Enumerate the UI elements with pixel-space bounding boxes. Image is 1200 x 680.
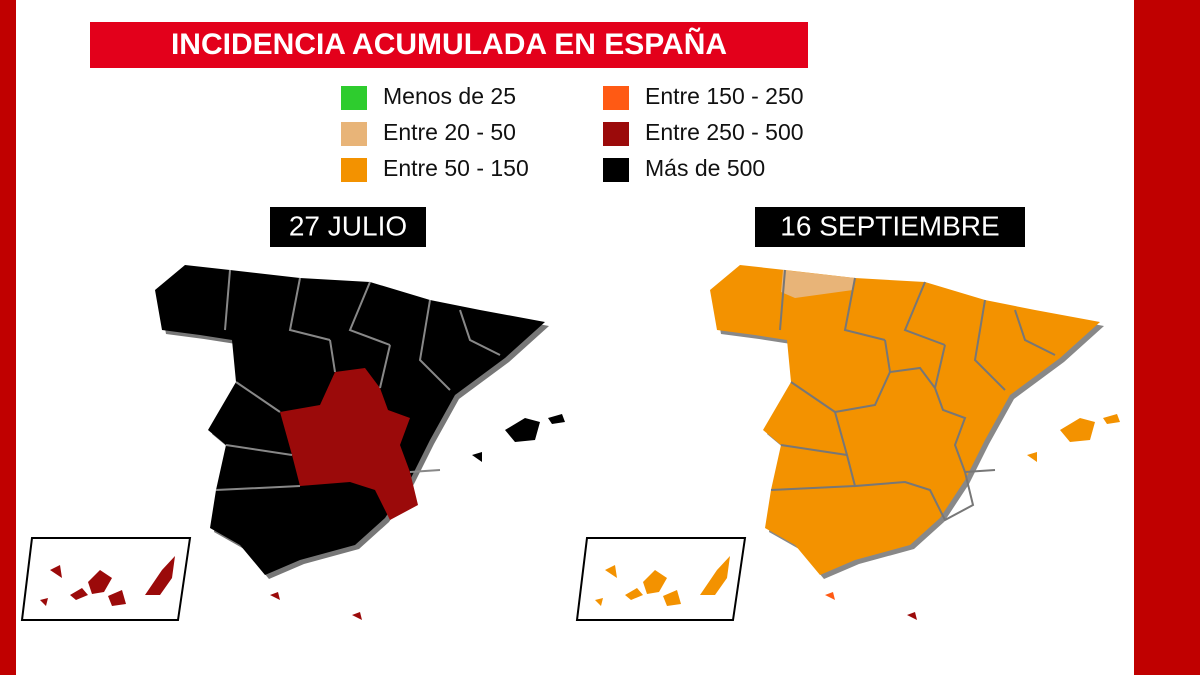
legend-label: Entre 50 - 150 bbox=[383, 155, 529, 181]
legend: Menos de 25 Entre 20 - 50 Entre 50 - 150 En… bbox=[341, 83, 804, 182]
legend-label: Menos de 25 bbox=[383, 83, 516, 109]
legend-label: Más de 500 bbox=[645, 155, 765, 181]
map-label: 16 SEPTIEMBRE bbox=[780, 210, 999, 241]
legend-swatch bbox=[603, 86, 629, 110]
legend-swatch bbox=[341, 86, 367, 110]
left-border bbox=[0, 0, 16, 675]
map-label-box bbox=[270, 207, 426, 247]
map-labels: 27 JULIO 16 SEPTIEMBRE bbox=[270, 207, 1025, 247]
legend-swatch bbox=[341, 122, 367, 146]
legend-swatch bbox=[603, 122, 629, 146]
title-box bbox=[90, 22, 808, 68]
legend-swatch bbox=[603, 158, 629, 182]
title: INCIDENCIA ACUMULADA EN ESPAÑA bbox=[171, 27, 727, 61]
map-label-box bbox=[755, 207, 1025, 247]
map-label: 27 JULIO bbox=[289, 210, 407, 241]
legend-label: Entre 150 - 250 bbox=[645, 83, 804, 109]
map-september bbox=[576, 265, 1120, 621]
legend-swatch bbox=[341, 158, 367, 182]
legend-label: Entre 250 - 500 bbox=[645, 119, 804, 145]
legend-label: Entre 20 - 50 bbox=[383, 119, 516, 145]
right-border bbox=[1134, 0, 1200, 675]
